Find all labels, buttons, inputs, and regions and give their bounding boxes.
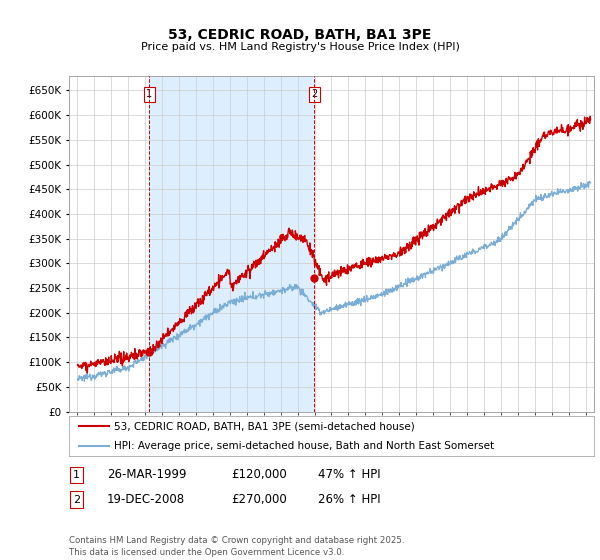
Text: £120,000: £120,000 (231, 468, 287, 482)
Text: 53, CEDRIC ROAD, BATH, BA1 3PE (semi-detached house): 53, CEDRIC ROAD, BATH, BA1 3PE (semi-det… (113, 421, 415, 431)
Text: 53, CEDRIC ROAD, BATH, BA1 3PE: 53, CEDRIC ROAD, BATH, BA1 3PE (169, 28, 431, 42)
Text: 19-DEC-2008: 19-DEC-2008 (107, 493, 185, 506)
Text: 26-MAR-1999: 26-MAR-1999 (107, 468, 187, 482)
Text: Price paid vs. HM Land Registry's House Price Index (HPI): Price paid vs. HM Land Registry's House … (140, 42, 460, 52)
Text: 2: 2 (73, 494, 80, 505)
Text: Contains HM Land Registry data © Crown copyright and database right 2025.
This d: Contains HM Land Registry data © Crown c… (69, 536, 404, 557)
Text: 47% ↑ HPI: 47% ↑ HPI (318, 468, 380, 482)
Text: 1: 1 (146, 89, 152, 99)
Text: 26% ↑ HPI: 26% ↑ HPI (318, 493, 380, 506)
Text: 1: 1 (73, 470, 80, 480)
Text: £270,000: £270,000 (231, 493, 287, 506)
Text: HPI: Average price, semi-detached house, Bath and North East Somerset: HPI: Average price, semi-detached house,… (113, 441, 494, 451)
Text: 2: 2 (311, 89, 317, 99)
Bar (149, 76, 314, 412)
